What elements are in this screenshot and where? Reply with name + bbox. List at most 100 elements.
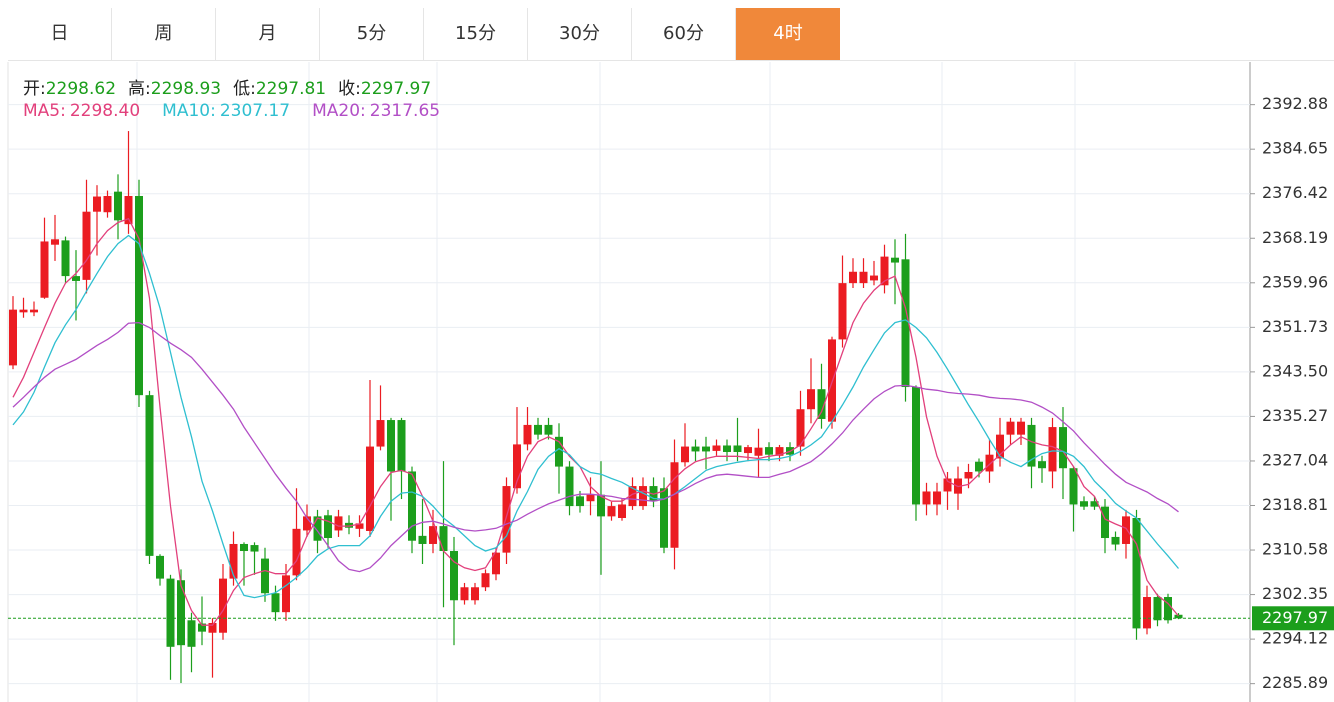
candle-body: [471, 587, 479, 601]
candle-body: [817, 389, 826, 419]
y-tick-label: 2335.27: [1262, 406, 1328, 425]
ohlc-item: 开:2298.62: [23, 79, 124, 99]
candle-body: [460, 587, 469, 601]
candle-body: [1174, 614, 1183, 619]
candle-body: [796, 409, 805, 447]
candle-body: [240, 543, 248, 552]
candle-body: [544, 424, 553, 435]
candle-body: [408, 471, 416, 541]
y-tick-label: 2343.50: [1262, 361, 1328, 380]
ohlc-value: 2298.93: [150, 79, 222, 99]
candle-body: [135, 195, 143, 396]
candle-body: [859, 271, 868, 284]
tab[interactable]: 5分: [320, 8, 424, 60]
ma-row: MA5: 2298.40 MA10: 2307.17 MA20: 2317.65: [23, 101, 462, 121]
candle-body: [250, 545, 259, 552]
candle-body: [198, 623, 206, 632]
candle-body: [1069, 468, 1078, 505]
tab[interactable]: 30分: [528, 8, 632, 60]
ohlc-name: 高:: [128, 79, 151, 99]
candle-body: [1006, 421, 1015, 435]
legend-item: MA20: 2317.65: [312, 101, 444, 121]
candle-body: [271, 593, 280, 613]
ma-line: [12, 217, 1179, 626]
ohlc-name: 开:: [23, 79, 46, 99]
candle-body: [19, 309, 28, 313]
ma-line: [12, 234, 1179, 599]
candle-body: [145, 395, 154, 556]
candle-body: [733, 445, 742, 452]
candle-body: [303, 516, 311, 531]
candle-body: [439, 526, 448, 552]
legend-name: MA5:: [23, 101, 66, 121]
y-tick-label: 2294.12: [1262, 629, 1328, 648]
candle-body: [586, 494, 595, 502]
ohlc-item: 收:2297.97: [338, 79, 439, 99]
candle-body: [775, 447, 784, 456]
candle-body: [177, 580, 185, 646]
candle-body: [355, 523, 364, 529]
tab[interactable]: 15分: [424, 8, 528, 60]
candle-body: [387, 420, 395, 472]
legend-item: MA10: 2307.17: [162, 101, 294, 121]
y-tick-label: 2384.65: [1262, 139, 1328, 158]
ohlc-value: 2297.97: [360, 79, 432, 99]
candle-body: [943, 478, 952, 492]
candle-body: [639, 486, 647, 507]
candle-body: [1027, 424, 1036, 467]
candle-body: [450, 551, 458, 601]
tab[interactable]: 月: [216, 8, 320, 60]
candle-body: [1090, 501, 1099, 507]
candle-body: [124, 195, 133, 225]
candle-body: [1101, 506, 1109, 539]
candle-body: [1111, 536, 1120, 545]
y-tick-label: 2310.58: [1262, 540, 1328, 559]
candle-body: [513, 444, 521, 489]
y-tick-label: 2376.42: [1262, 183, 1328, 202]
candle-body: [61, 240, 70, 277]
candle-body: [523, 424, 532, 445]
candle-body: [429, 526, 437, 544]
candle-body: [156, 555, 164, 579]
candle-body: [607, 506, 616, 517]
candle-body: [996, 434, 1004, 459]
ohlc-row: 开:2298.62 高:2298.93 低:2297.81 收:2297.97: [23, 74, 443, 99]
legend-name: MA10:: [162, 101, 216, 121]
candle-body: [912, 387, 920, 505]
candle-body: [985, 454, 994, 472]
candle-body: [261, 558, 269, 594]
legend-name: MA20:: [312, 101, 366, 121]
tab[interactable]: 4时: [736, 8, 840, 60]
candle-body: [72, 276, 80, 281]
candle-body: [376, 420, 385, 447]
candle-body: [481, 573, 490, 588]
candle-body: [838, 283, 847, 340]
legend-value: 2298.40: [69, 101, 141, 121]
candle-body: [366, 446, 374, 531]
candle-body: [345, 522, 353, 528]
candle-body: [891, 257, 899, 263]
legend-value: 2317.65: [369, 101, 441, 121]
candle-body: [628, 486, 637, 507]
tab[interactable]: 日: [8, 8, 112, 60]
candle-body: [418, 535, 427, 544]
candle-body: [229, 543, 238, 579]
tab[interactable]: 周: [112, 8, 216, 60]
candle-body: [870, 275, 878, 281]
candle-body: [849, 271, 857, 284]
candle-body: [9, 309, 17, 366]
candle-body: [1059, 427, 1067, 469]
last-price-box: [1252, 606, 1334, 631]
candle-body: [754, 447, 763, 456]
candle-body: [502, 486, 511, 553]
tab[interactable]: 60分: [632, 8, 736, 60]
candle-body: [534, 424, 542, 435]
candle-body: [1038, 461, 1046, 469]
ohlc-item: 低:2297.81: [233, 79, 334, 99]
candle-body: [1080, 501, 1088, 507]
candle-body: [40, 241, 49, 298]
candle-body: [670, 462, 679, 548]
y-tick-label: 2302.35: [1262, 584, 1328, 603]
